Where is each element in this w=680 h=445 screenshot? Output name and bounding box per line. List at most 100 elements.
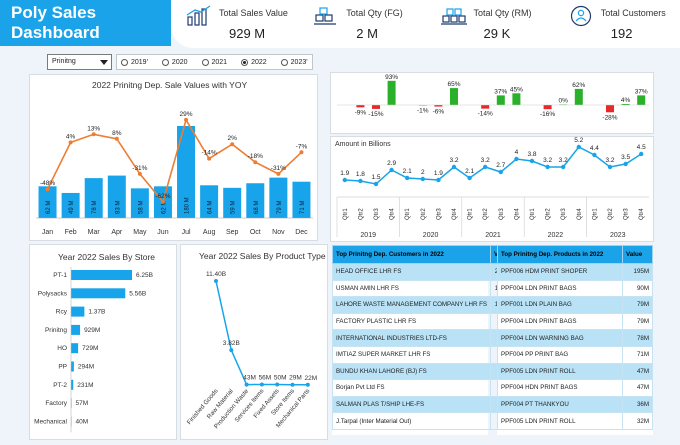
sales-value-icon (186, 5, 211, 26)
year-radio-2021[interactable]: 2021 (201, 58, 227, 66)
store-bar (71, 288, 126, 299)
yoy-point (91, 132, 96, 137)
quarter-tick-label: Qtr3 (499, 208, 505, 220)
store-label: Prinitng (45, 327, 67, 334)
yoy-bar-label: 4% (621, 97, 631, 104)
product-type-point (290, 382, 295, 387)
year-radio-2022[interactable]: 2022 (241, 58, 267, 66)
amount-label: 2 (421, 169, 425, 176)
year-radio-2023[interactable]: 2023' (280, 58, 308, 66)
quarter-tick-label: Qtr4 (390, 208, 396, 220)
amount-point (529, 158, 535, 164)
store-bar (71, 343, 79, 354)
x-tick-label: May (133, 229, 147, 236)
amount-label: 3.5 (621, 154, 630, 161)
value-cell: 47M (622, 379, 653, 397)
amount-point (623, 161, 628, 167)
amount-point (498, 169, 503, 175)
table-row: IMTIAZ SUPER MARKET LHR FS28M (331, 345, 515, 364)
yoy-point (137, 171, 142, 176)
product-type-value-label: 56M (259, 374, 272, 381)
name-cell: PPF005 LDN PRINT ROLL (497, 412, 623, 430)
yoy-point (230, 142, 235, 147)
yoy-point (207, 156, 212, 161)
quarter-tick-label: Qtr1 (405, 208, 411, 220)
value-cell: 71M (622, 345, 653, 364)
yoy-bar-label: -16% (540, 111, 555, 118)
product-type-value-label: 43M (243, 375, 256, 382)
table-row: LAHORE WASTE MANAGEMENT COMPANY LHR FS10… (331, 296, 515, 314)
table-row: USMAN AMIN LHR FS180M (331, 279, 515, 298)
quarter-tick-label: Qtr2 (546, 208, 552, 220)
bar-jan (38, 186, 57, 218)
yoy-label: -14% (202, 150, 217, 157)
monthly-sales-chart: 62 M Jan 49 M Feb 78 M Mar 83 M Apr 58 M May 62 M J… (36, 111, 313, 236)
store-value-label: 6.25B (136, 272, 153, 279)
amount-point (545, 164, 550, 170)
amount-point (436, 177, 441, 183)
name-cell: INTERNATIONAL INDUSTRIES LTD-FS (331, 329, 492, 347)
amount-label: 4 (515, 149, 519, 156)
table-row: PPF005 LDN PRINT ROLL 32M (497, 412, 653, 430)
column-header: Top Prinitng Dep. Customers in 2022 (331, 245, 492, 264)
name-cell: FACTORY PLASTIC LHR FS (331, 312, 492, 331)
x-tick-label: Mar (88, 229, 101, 236)
yoy-point (45, 187, 50, 192)
year-group-label: 2021 (485, 232, 501, 239)
store-label: HO (57, 345, 67, 352)
products-table: Top Prinitng Dep. Products in 2022 Value… (497, 245, 653, 430)
qty-rm-icon (440, 8, 467, 25)
amount-label: 1.5 (371, 174, 380, 181)
yoy-bar-label: -6% (433, 109, 445, 116)
store-value-label: 1.37B (88, 309, 105, 316)
radio-dot-icon[interactable] (280, 58, 288, 66)
radio-dot-icon[interactable] (121, 58, 128, 66)
radio-dot-icon[interactable] (241, 58, 249, 66)
customers-table: Top Prinitng Dep. Customers in 2022 Valu… (331, 245, 515, 430)
amount-point (405, 175, 410, 181)
name-cell: SALMAN PLAS T/SHIP LHE-FS (331, 395, 492, 414)
bar-value-label: 180 M (185, 197, 191, 214)
yoy-bar (574, 88, 583, 105)
quarter-tick-label: Qtr3 (374, 208, 380, 220)
yoy-bar-label: 45% (510, 86, 523, 93)
store-label: PT-1 (53, 272, 67, 279)
yoy-label: -48% (40, 180, 55, 187)
bar-value-label: 79 M (277, 201, 283, 214)
x-tick-label: Nov (272, 229, 285, 236)
yoy-bar-label: -28% (602, 114, 617, 121)
value-cell: 47M (622, 362, 653, 381)
yoy-label: 29% (180, 111, 193, 118)
kpi-value: 192 (610, 26, 633, 41)
yoy-label: -31% (132, 165, 147, 172)
year-radio-2019[interactable]: 2019' (121, 58, 148, 66)
product-type-chart-title: Year 2022 Sales By Product Type (199, 251, 326, 261)
bar-jul (177, 126, 196, 218)
table-row: PPF006 HDM PRINT SHOPER 195M (497, 263, 653, 281)
yoy-label: -31% (271, 165, 286, 172)
name-cell: PPF004 PT THANKYOU (497, 395, 623, 414)
store-chart-title: Year 2022 Sales By Store (58, 252, 156, 262)
radio-dot-icon[interactable] (201, 58, 209, 66)
kpi-customers: Total Customers 192 (553, 0, 680, 48)
quarter-tick-label: Qtr1 (530, 208, 536, 220)
amount-label: 4.4 (590, 145, 599, 152)
yoy-bar (637, 95, 646, 105)
value-cell: 90M (622, 279, 653, 298)
quarter-tick-label: Qtr2 (608, 208, 614, 220)
bar-feb (61, 192, 80, 218)
bar-value-label: 78 M (92, 201, 98, 214)
yoy-bar (496, 95, 505, 105)
name-cell: IMTIAZ SUPER MARKET LHR FS (331, 345, 492, 364)
year-radio-2020[interactable]: 2020 (161, 58, 188, 66)
yoy-point (160, 199, 165, 204)
radio-dot-icon[interactable] (161, 58, 169, 66)
chevron-down-icon[interactable] (100, 60, 108, 65)
amount-point (561, 164, 566, 170)
bar-value-label: 59 M (231, 201, 237, 214)
store-label: Rcy (56, 309, 68, 316)
quarter-tick-label: Qtr1 (468, 208, 474, 220)
department-dropdown[interactable]: Prinitng (47, 54, 112, 70)
table-row: Borjan Pvt Ltd FS15M (331, 379, 515, 397)
